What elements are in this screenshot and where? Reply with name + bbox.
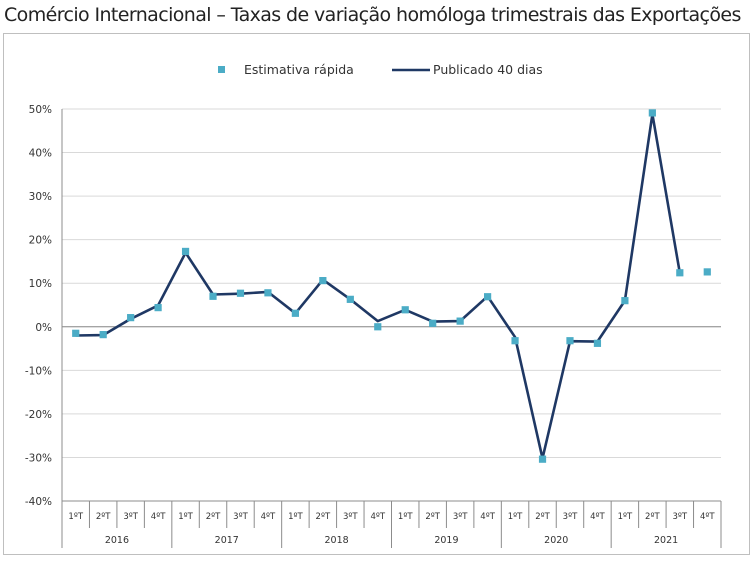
data-point-estimativa-rapida <box>72 329 80 337</box>
data-point-estimativa-rapida <box>648 109 656 117</box>
x-tick-label: 2ºT <box>316 512 331 522</box>
x-tick-label: 4ºT <box>261 512 276 522</box>
data-point-estimativa-rapida <box>566 337 574 345</box>
year-label: 2020 <box>544 535 568 546</box>
data-point-estimativa-rapida <box>401 306 409 314</box>
data-point-estimativa-rapida <box>511 337 519 345</box>
legend-marker-estimativa-rapida <box>218 66 225 73</box>
y-tick-label: 50% <box>29 104 52 116</box>
series-line-publicado-40-dias <box>75 112 682 460</box>
data-point-estimativa-rapida <box>538 455 547 463</box>
y-tick-label: -20% <box>25 409 52 421</box>
x-tick-label: 4ºT <box>151 512 166 522</box>
data-point-estimativa-rapida <box>127 314 135 322</box>
x-tick-label: 1ºT <box>178 512 193 522</box>
x-tick-label: 4ºT <box>480 512 495 522</box>
x-tick-label: 1ºT <box>288 512 303 522</box>
data-point-estimativa-rapida <box>209 292 217 300</box>
y-tick-label: -30% <box>25 452 52 464</box>
x-tick-label: 3ºT <box>673 512 688 522</box>
x-tick-label: 2ºT <box>645 512 660 522</box>
year-label: 2018 <box>324 535 348 546</box>
year-label: 2019 <box>434 535 458 546</box>
x-tick-label: 2ºT <box>206 512 221 522</box>
data-point-estimativa-rapida <box>676 269 684 277</box>
x-tick-label: 3ºT <box>233 512 248 522</box>
data-point-estimativa-rapida <box>346 295 354 303</box>
x-tick-label: 3ºT <box>123 512 138 522</box>
page-title: Comércio Internacional – Taxas de variaç… <box>4 4 741 26</box>
x-tick-label: 4ºT <box>700 512 715 522</box>
data-point-estimativa-rapida <box>319 277 327 285</box>
x-tick-label: 3ºT <box>563 512 578 522</box>
x-tick-label: 1ºT <box>398 512 413 522</box>
y-tick-label: -40% <box>25 496 52 508</box>
data-point-estimativa-rapida <box>236 289 245 297</box>
data-point-estimativa-rapida <box>703 268 711 276</box>
y-tick-label: 0% <box>35 322 52 334</box>
data-point-estimativa-rapida <box>484 293 492 301</box>
y-tick-label: -10% <box>25 365 52 377</box>
x-tick-label: 2ºT <box>535 512 550 522</box>
data-point-estimativa-rapida <box>264 289 272 297</box>
y-tick-label: 40% <box>29 148 52 160</box>
x-tick-label: 2ºT <box>425 512 440 522</box>
data-point-estimativa-rapida <box>621 297 629 305</box>
y-tick-label: 10% <box>29 278 52 290</box>
chart-area <box>3 33 750 555</box>
y-tick-label: 20% <box>29 235 52 247</box>
data-point-estimativa-rapida <box>374 323 382 331</box>
x-tick-label: 1ºT <box>68 512 83 522</box>
x-tick-label: 3ºT <box>453 512 468 522</box>
y-tick-label: 30% <box>29 191 52 203</box>
data-point-estimativa-rapida <box>181 247 190 256</box>
x-tick-label: 3ºT <box>343 512 358 522</box>
year-label: 2021 <box>654 535 678 546</box>
data-point-estimativa-rapida <box>456 317 464 325</box>
x-tick-label: 2ºT <box>96 512 111 522</box>
year-label: 2016 <box>105 535 129 546</box>
legend-label: Publicado 40 dias <box>433 62 543 77</box>
legend-label: Estimativa rápida <box>244 62 354 77</box>
data-point-estimativa-rapida <box>593 339 602 347</box>
year-label: 2017 <box>215 535 239 546</box>
x-tick-label: 1ºT <box>618 512 633 522</box>
x-tick-label: 1ºT <box>508 512 523 522</box>
data-point-estimativa-rapida <box>291 309 299 317</box>
x-tick-label: 4ºT <box>590 512 605 522</box>
x-tick-label: 4ºT <box>370 512 385 522</box>
data-point-estimativa-rapida <box>429 319 437 327</box>
data-point-estimativa-rapida <box>99 331 107 339</box>
data-point-estimativa-rapida <box>154 304 162 312</box>
